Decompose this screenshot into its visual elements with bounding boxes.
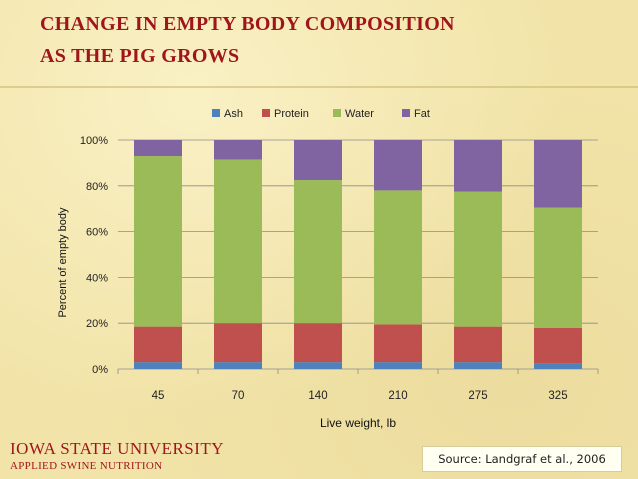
bar-fat-140 [294,140,342,181]
legend-swatch-ash [212,109,220,117]
bar-ash-70 [214,362,262,369]
slide-title-line-1: CHANGE IN EMPTY BODY COMPOSITION [40,13,455,35]
y-tick-label: 40% [86,272,108,284]
x-tick-label: 45 [152,390,165,402]
x-tick-label: 70 [232,390,245,402]
bar-fat-45 [134,140,182,157]
bar-fat-70 [214,140,262,160]
legend-label-fat: Fat [414,108,430,120]
bar-fat-325 [534,140,582,208]
program-name: APPLIED SWINE NUTRITION [10,460,163,472]
bar-protein-70 [214,323,262,363]
bar-water-70 [214,159,262,324]
university-name: IOWA STATE UNIVERSITY [10,439,225,458]
bar-protein-325 [534,327,582,364]
legend-swatch-protein [262,109,270,117]
x-tick-label: 325 [548,390,567,402]
bar-water-140 [294,180,342,324]
y-axis-title: Percent of empty body [57,207,69,318]
legend-label-ash: Ash [224,108,243,120]
x-tick-label: 210 [388,390,407,402]
slide-title: CHANGE IN EMPTY BODY COMPOSITION AS THE … [40,8,455,72]
bar-water-275 [454,191,502,327]
y-tick-label: 20% [86,318,108,330]
legend-swatch-fat [402,109,410,117]
bar-water-45 [134,156,182,327]
x-tick-label: 275 [468,390,487,402]
bar-ash-275 [454,362,502,369]
bar-ash-210 [374,362,422,369]
y-tick-label: 80% [86,181,108,193]
bar-water-325 [534,207,582,328]
footer-branding: IOWA STATE UNIVERSITY APPLIED SWINE NUTR… [10,439,224,473]
bar-fat-210 [374,140,422,191]
y-tick-label: 60% [86,227,108,239]
y-tick-label: 0% [92,364,108,376]
legend-label-protein: Protein [274,108,309,120]
bar-protein-45 [134,326,182,363]
bar-ash-140 [294,362,342,369]
bar-protein-210 [374,324,422,363]
bar-fat-275 [454,140,502,192]
x-tick-label: 140 [308,390,327,402]
title-divider [0,86,638,88]
bar-protein-140 [294,323,342,363]
legend-label-water: Water [345,108,374,120]
legend-swatch-water [333,109,341,117]
x-axis-title: Live weight, lb [320,416,396,430]
bar-ash-325 [534,363,582,369]
source-citation: Source: Landgraf et al., 2006 [422,446,622,472]
bar-protein-275 [454,326,502,363]
y-tick-label: 100% [80,135,108,147]
bar-ash-45 [134,362,182,369]
slide-title-line-2: AS THE PIG GROWS [40,45,240,67]
bar-water-210 [374,190,422,325]
